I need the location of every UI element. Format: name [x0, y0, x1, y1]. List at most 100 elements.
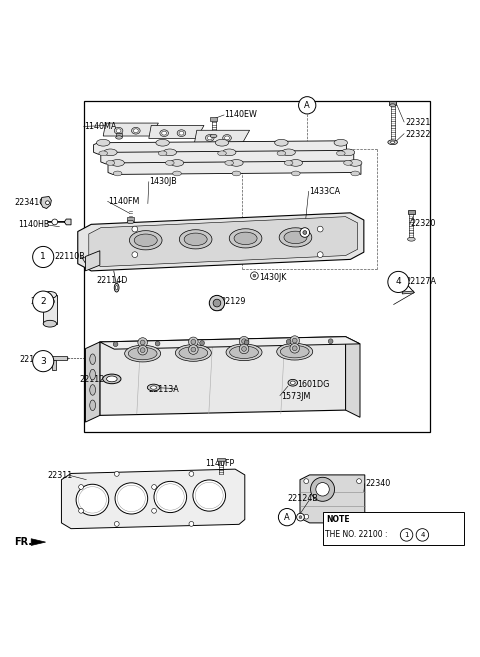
Polygon shape [61, 469, 245, 529]
Ellipse shape [226, 344, 262, 361]
Circle shape [189, 472, 194, 476]
Circle shape [299, 516, 302, 518]
Ellipse shape [147, 384, 160, 391]
Ellipse shape [115, 286, 118, 290]
Ellipse shape [344, 160, 352, 166]
Ellipse shape [180, 230, 212, 249]
Circle shape [388, 271, 409, 292]
Text: 1: 1 [40, 252, 46, 261]
Text: 22124B: 22124B [287, 495, 318, 503]
Ellipse shape [275, 139, 288, 146]
Polygon shape [100, 336, 360, 349]
Circle shape [33, 351, 54, 372]
Polygon shape [116, 133, 122, 136]
Circle shape [304, 479, 309, 484]
Polygon shape [89, 217, 358, 267]
Text: 22129: 22129 [221, 297, 246, 306]
Circle shape [304, 514, 309, 519]
Ellipse shape [232, 171, 240, 176]
Polygon shape [52, 360, 56, 370]
Circle shape [138, 338, 147, 348]
Text: FR.: FR. [14, 537, 32, 547]
Circle shape [400, 529, 413, 541]
Circle shape [239, 344, 249, 353]
Text: 1140MA: 1140MA [84, 122, 116, 131]
Ellipse shape [130, 231, 162, 250]
Polygon shape [48, 219, 71, 225]
Circle shape [113, 342, 118, 347]
Polygon shape [78, 213, 364, 271]
Ellipse shape [114, 283, 119, 292]
Ellipse shape [284, 160, 293, 166]
Polygon shape [101, 150, 354, 164]
Ellipse shape [341, 149, 355, 156]
Ellipse shape [288, 379, 298, 386]
Ellipse shape [170, 160, 184, 166]
Circle shape [114, 472, 119, 476]
Circle shape [140, 348, 145, 353]
Circle shape [278, 509, 296, 526]
Ellipse shape [163, 149, 177, 156]
Ellipse shape [388, 140, 397, 145]
Circle shape [241, 339, 246, 344]
Ellipse shape [125, 345, 161, 362]
Ellipse shape [133, 129, 138, 133]
Ellipse shape [90, 369, 96, 380]
Circle shape [290, 336, 300, 346]
Polygon shape [300, 475, 365, 523]
Ellipse shape [408, 237, 415, 241]
Circle shape [328, 339, 333, 344]
Polygon shape [100, 336, 346, 415]
Ellipse shape [76, 484, 109, 516]
Polygon shape [210, 118, 217, 121]
Circle shape [286, 340, 291, 344]
Ellipse shape [134, 234, 157, 246]
Ellipse shape [223, 135, 231, 141]
Circle shape [189, 337, 198, 347]
Ellipse shape [336, 151, 345, 156]
Polygon shape [217, 458, 225, 461]
Text: 22311: 22311 [47, 471, 72, 480]
Circle shape [79, 509, 84, 513]
Ellipse shape [107, 376, 117, 382]
Circle shape [299, 97, 316, 114]
Ellipse shape [132, 127, 140, 134]
Polygon shape [402, 291, 414, 294]
Polygon shape [31, 539, 46, 545]
Circle shape [311, 477, 335, 501]
Text: THE NO. 22100 :: THE NO. 22100 : [325, 530, 390, 539]
Ellipse shape [113, 171, 122, 176]
Ellipse shape [225, 136, 229, 140]
Ellipse shape [90, 354, 96, 365]
Ellipse shape [128, 348, 157, 360]
Ellipse shape [284, 231, 307, 244]
Ellipse shape [115, 483, 148, 514]
Ellipse shape [179, 347, 208, 359]
Text: 22114D: 22114D [96, 276, 127, 285]
Text: 22320: 22320 [410, 219, 436, 229]
Text: 22112A: 22112A [79, 375, 110, 384]
Polygon shape [85, 251, 100, 271]
Circle shape [300, 228, 310, 237]
Polygon shape [85, 342, 100, 422]
Text: 1430JB: 1430JB [149, 177, 177, 186]
Circle shape [189, 345, 198, 354]
Polygon shape [194, 130, 250, 143]
Circle shape [244, 340, 249, 345]
Ellipse shape [351, 171, 360, 176]
Circle shape [33, 246, 54, 267]
Ellipse shape [193, 480, 226, 511]
Circle shape [132, 226, 138, 232]
Ellipse shape [154, 482, 187, 512]
Circle shape [155, 341, 160, 346]
Text: 22125A: 22125A [19, 355, 50, 364]
Text: 1: 1 [404, 532, 409, 538]
Ellipse shape [156, 139, 169, 146]
Ellipse shape [103, 374, 121, 384]
Text: 2: 2 [40, 297, 46, 306]
Text: 22127A: 22127A [406, 277, 437, 286]
Ellipse shape [291, 171, 300, 176]
Text: 22110B: 22110B [54, 252, 85, 261]
Ellipse shape [229, 346, 258, 359]
Ellipse shape [210, 134, 217, 138]
